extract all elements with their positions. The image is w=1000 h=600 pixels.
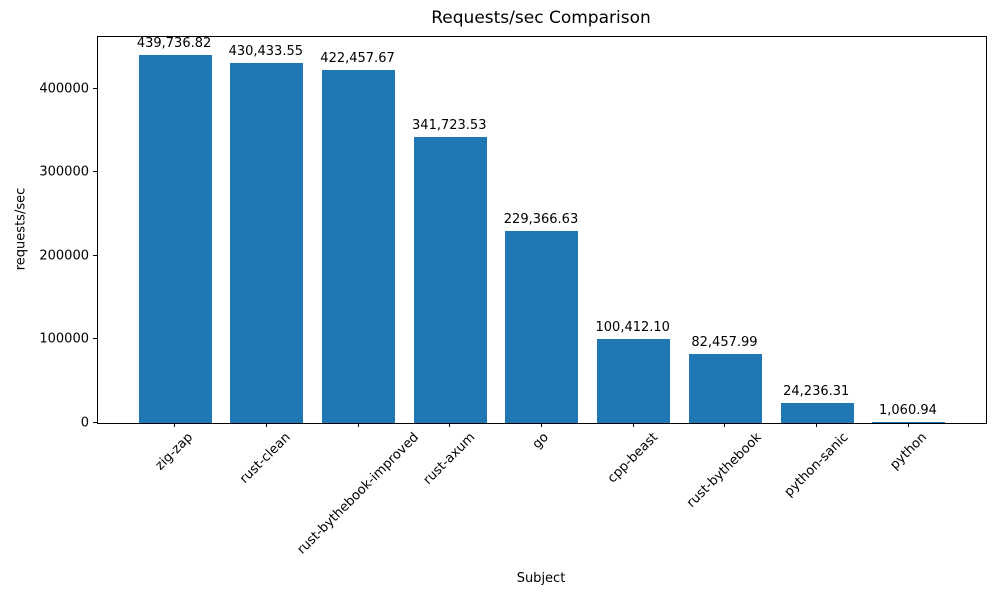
bar bbox=[597, 339, 670, 423]
bar bbox=[322, 70, 395, 423]
y-tick bbox=[93, 255, 97, 256]
y-tick bbox=[93, 338, 97, 339]
y-tick-label: 200000 bbox=[39, 248, 89, 263]
x-tick bbox=[449, 423, 450, 427]
bar-value-label: 430,433.55 bbox=[228, 44, 303, 59]
y-tick bbox=[93, 422, 97, 423]
bar-value-label: 439,736.82 bbox=[136, 36, 212, 51]
y-tick-label: 100000 bbox=[39, 331, 89, 346]
plot-area bbox=[97, 36, 987, 424]
x-tick bbox=[816, 423, 817, 427]
x-tick-label: rust-axum bbox=[420, 430, 478, 488]
bar bbox=[230, 63, 303, 423]
x-tick bbox=[541, 423, 542, 427]
bar-value-label: 229,366.63 bbox=[503, 212, 579, 227]
bar bbox=[872, 422, 945, 423]
x-tick bbox=[266, 423, 267, 427]
bar bbox=[139, 55, 212, 423]
y-tick-label: 300000 bbox=[39, 164, 89, 179]
bar-value-label: 24,236.31 bbox=[783, 384, 850, 399]
x-tick-label: go bbox=[530, 430, 553, 453]
x-tick-label: zig-zap bbox=[152, 430, 197, 474]
x-tick-label: rust-bythebook-improved bbox=[293, 430, 422, 558]
chart-title: Requests/sec Comparison bbox=[431, 8, 651, 28]
x-tick-label: python-sanic bbox=[781, 430, 852, 500]
x-tick-label: rust-bythebook bbox=[684, 430, 765, 511]
bar-value-label: 100,412.10 bbox=[595, 320, 670, 335]
bar bbox=[414, 137, 487, 423]
bar-value-label: 341,723.53 bbox=[412, 118, 487, 133]
x-tick bbox=[358, 423, 359, 427]
y-axis-label: requests/sec bbox=[13, 187, 29, 271]
x-tick bbox=[908, 423, 909, 427]
y-tick bbox=[93, 88, 97, 89]
x-tick-label: rust-clean bbox=[237, 430, 295, 487]
x-tick bbox=[633, 423, 634, 427]
x-tick-label: cpp-beast bbox=[604, 430, 662, 487]
x-tick-label: python bbox=[886, 430, 930, 473]
y-tick-label: 0 bbox=[80, 415, 89, 430]
bar-value-label: 1,060.94 bbox=[878, 403, 937, 418]
bar bbox=[781, 403, 854, 423]
x-tick bbox=[174, 423, 175, 427]
bar bbox=[689, 354, 762, 423]
bar bbox=[505, 231, 578, 423]
y-tick bbox=[93, 171, 97, 172]
y-tick-label: 400000 bbox=[39, 81, 89, 96]
bar-value-label: 82,457.99 bbox=[691, 335, 758, 350]
x-axis-label: Subject bbox=[516, 571, 566, 586]
bar-value-label: 422,457.67 bbox=[320, 51, 395, 66]
x-tick bbox=[724, 423, 725, 427]
